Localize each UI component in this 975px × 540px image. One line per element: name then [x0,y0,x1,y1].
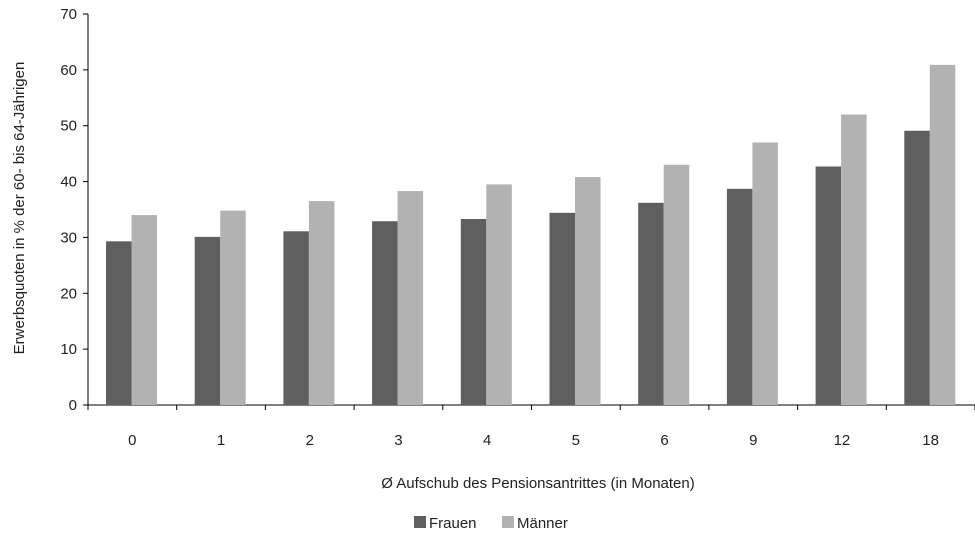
legend: Frauen Männer [414,515,568,532]
x-tick-label: 9 [749,432,757,449]
x-tick-label: 6 [660,432,668,449]
bar-m-nner [220,210,246,405]
bar-m-nner [397,191,424,405]
bar-frauen [638,202,664,405]
bar-frauen [106,241,132,405]
bar-frauen [460,218,487,405]
bar-m-nner [308,201,335,405]
y-tick-label: 70 [60,6,77,23]
x-tick-label: 18 [922,432,939,449]
y-tick-label: 40 [60,174,77,191]
legend-swatch [502,516,514,528]
bar-m-nner [841,114,867,406]
bar-frauen [549,212,575,405]
bar-frauen [194,236,221,405]
legend-swatch [414,516,426,528]
y-axis-title: Erwerbsquoten in % der 60- bis 64-Jährig… [11,62,28,355]
x-tick-label: 4 [483,432,491,449]
y-tick-label: 10 [60,341,77,358]
bar-m-nner [929,64,956,405]
x-tick-label: 3 [394,432,402,449]
x-tick-label: 5 [572,432,580,449]
bar-m-nner [131,215,157,405]
x-axis: 0 1 2 3 4 5 6 9 12 18 [87,404,975,449]
bars [106,64,956,406]
x-tick-label: 2 [306,432,314,449]
y-tick-label: 30 [60,229,77,246]
bar-frauen [904,130,930,405]
legend-label: Männer [517,515,568,532]
x-tick-label: 1 [217,432,225,449]
y-tick-label: 0 [69,397,77,414]
bar-frauen [283,231,309,405]
bar-frauen [815,166,842,405]
x-tick-label: 0 [128,432,136,449]
bar-m-nner [752,142,778,405]
x-tick-label: 12 [834,432,851,449]
bar-m-nner [663,164,690,405]
x-axis-title: Ø Aufschub des Pensionsantrittes (in Mon… [381,475,695,492]
y-tick-label: 20 [60,285,77,302]
y-tick-label: 60 [60,62,77,79]
y-tick-label: 50 [60,118,77,135]
legend-label: Frauen [429,515,477,532]
bar-frauen [372,221,398,405]
bar-frauen [726,188,753,405]
y-axis: 0 10 20 30 40 50 60 70 [60,6,89,414]
bar-m-nner [575,177,601,405]
bar-m-nner [486,184,512,405]
